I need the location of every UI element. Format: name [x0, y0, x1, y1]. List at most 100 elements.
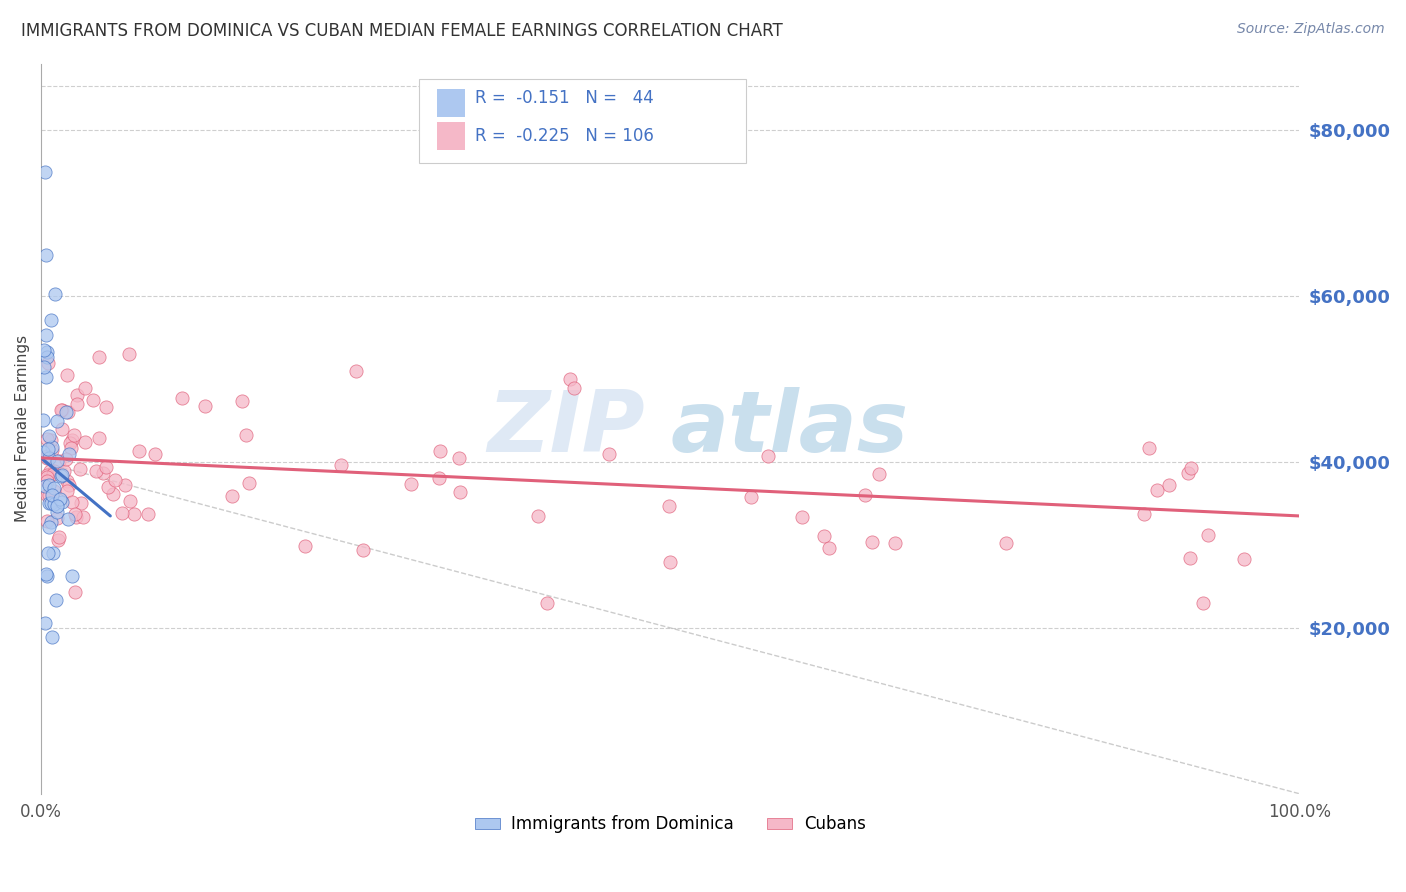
Point — [37, 468, 59, 483]
Point — [34, 615, 56, 630]
Point — [813, 529, 835, 543]
Text: ZIP: ZIP — [488, 387, 645, 470]
Point — [101, 487, 124, 501]
Point — [1177, 466, 1199, 480]
Point — [48, 492, 70, 507]
Point — [58, 478, 80, 492]
Text: IMMIGRANTS FROM DOMINICA VS CUBAN MEDIAN FEMALE EARNINGS CORRELATION CHART: IMMIGRANTS FROM DOMINICA VS CUBAN MEDIAN… — [21, 22, 783, 40]
Point — [51, 422, 73, 436]
Point — [235, 428, 257, 442]
Point — [65, 397, 87, 411]
Point — [45, 413, 67, 427]
Point — [41, 433, 63, 447]
Point — [1192, 596, 1215, 610]
Point — [46, 511, 69, 525]
Point — [70, 496, 93, 510]
Point — [35, 350, 58, 364]
Point — [118, 494, 141, 508]
Point — [38, 496, 60, 510]
Point — [35, 345, 58, 359]
Point — [58, 446, 80, 460]
Point — [449, 451, 471, 466]
Legend: Immigrants from Dominica, Cubans: Immigrants from Dominica, Cubans — [468, 809, 873, 840]
Point — [66, 388, 89, 402]
Point — [89, 350, 111, 364]
Point — [39, 515, 62, 529]
Point — [37, 442, 59, 457]
Point — [60, 433, 83, 447]
Point — [818, 541, 841, 555]
Point — [231, 394, 253, 409]
Point — [118, 347, 141, 361]
Point — [39, 496, 62, 510]
Point — [527, 508, 550, 523]
Point — [38, 428, 60, 442]
Point — [63, 508, 86, 522]
Point — [45, 500, 67, 514]
Point — [37, 514, 59, 528]
Point — [32, 343, 55, 357]
Point — [35, 328, 58, 343]
Bar — [437, 89, 465, 117]
Point — [136, 508, 159, 522]
Point — [42, 483, 65, 498]
Point — [45, 593, 67, 607]
Point — [294, 539, 316, 553]
Point — [1137, 441, 1160, 455]
Point — [37, 474, 59, 488]
FancyBboxPatch shape — [419, 78, 745, 162]
Point — [56, 404, 79, 418]
Point — [172, 391, 194, 405]
Point — [128, 444, 150, 458]
Point — [32, 360, 55, 375]
Point — [87, 431, 110, 445]
Text: R =  -0.151   N =   44: R = -0.151 N = 44 — [475, 88, 654, 107]
Point — [41, 631, 63, 645]
Point — [55, 474, 77, 488]
Point — [32, 413, 55, 427]
Point — [114, 478, 136, 492]
Point — [124, 507, 146, 521]
Point — [48, 533, 70, 548]
Point — [558, 372, 581, 386]
Point — [344, 364, 367, 378]
Point — [41, 488, 63, 502]
Point — [37, 488, 59, 502]
Point — [38, 464, 60, 478]
Point — [1197, 527, 1219, 541]
Point — [995, 535, 1018, 549]
Point — [37, 546, 59, 560]
Point — [60, 569, 83, 583]
Point — [32, 445, 55, 459]
Point — [330, 458, 353, 473]
Point — [72, 510, 94, 524]
Point — [52, 464, 75, 478]
Point — [59, 436, 82, 450]
Text: Source: ZipAtlas.com: Source: ZipAtlas.com — [1237, 22, 1385, 37]
Point — [352, 542, 374, 557]
Point — [48, 530, 70, 544]
Point — [63, 585, 86, 599]
Point — [62, 495, 84, 509]
Point — [35, 248, 58, 262]
Point — [97, 480, 120, 494]
Point — [598, 446, 620, 460]
Point — [111, 506, 134, 520]
Bar — [437, 122, 465, 150]
Point — [1133, 508, 1156, 522]
Point — [194, 399, 217, 413]
Point — [1159, 478, 1181, 492]
Text: R =  -0.225   N = 106: R = -0.225 N = 106 — [475, 128, 654, 145]
Point — [39, 313, 62, 327]
Text: atlas: atlas — [671, 387, 908, 470]
Point — [429, 471, 451, 485]
Point — [73, 381, 96, 395]
Point — [51, 468, 73, 483]
Point — [51, 468, 73, 483]
Point — [96, 460, 118, 475]
Point — [51, 403, 73, 417]
Point — [37, 568, 59, 582]
Point — [37, 469, 59, 483]
Point — [42, 497, 65, 511]
Point — [41, 442, 63, 457]
